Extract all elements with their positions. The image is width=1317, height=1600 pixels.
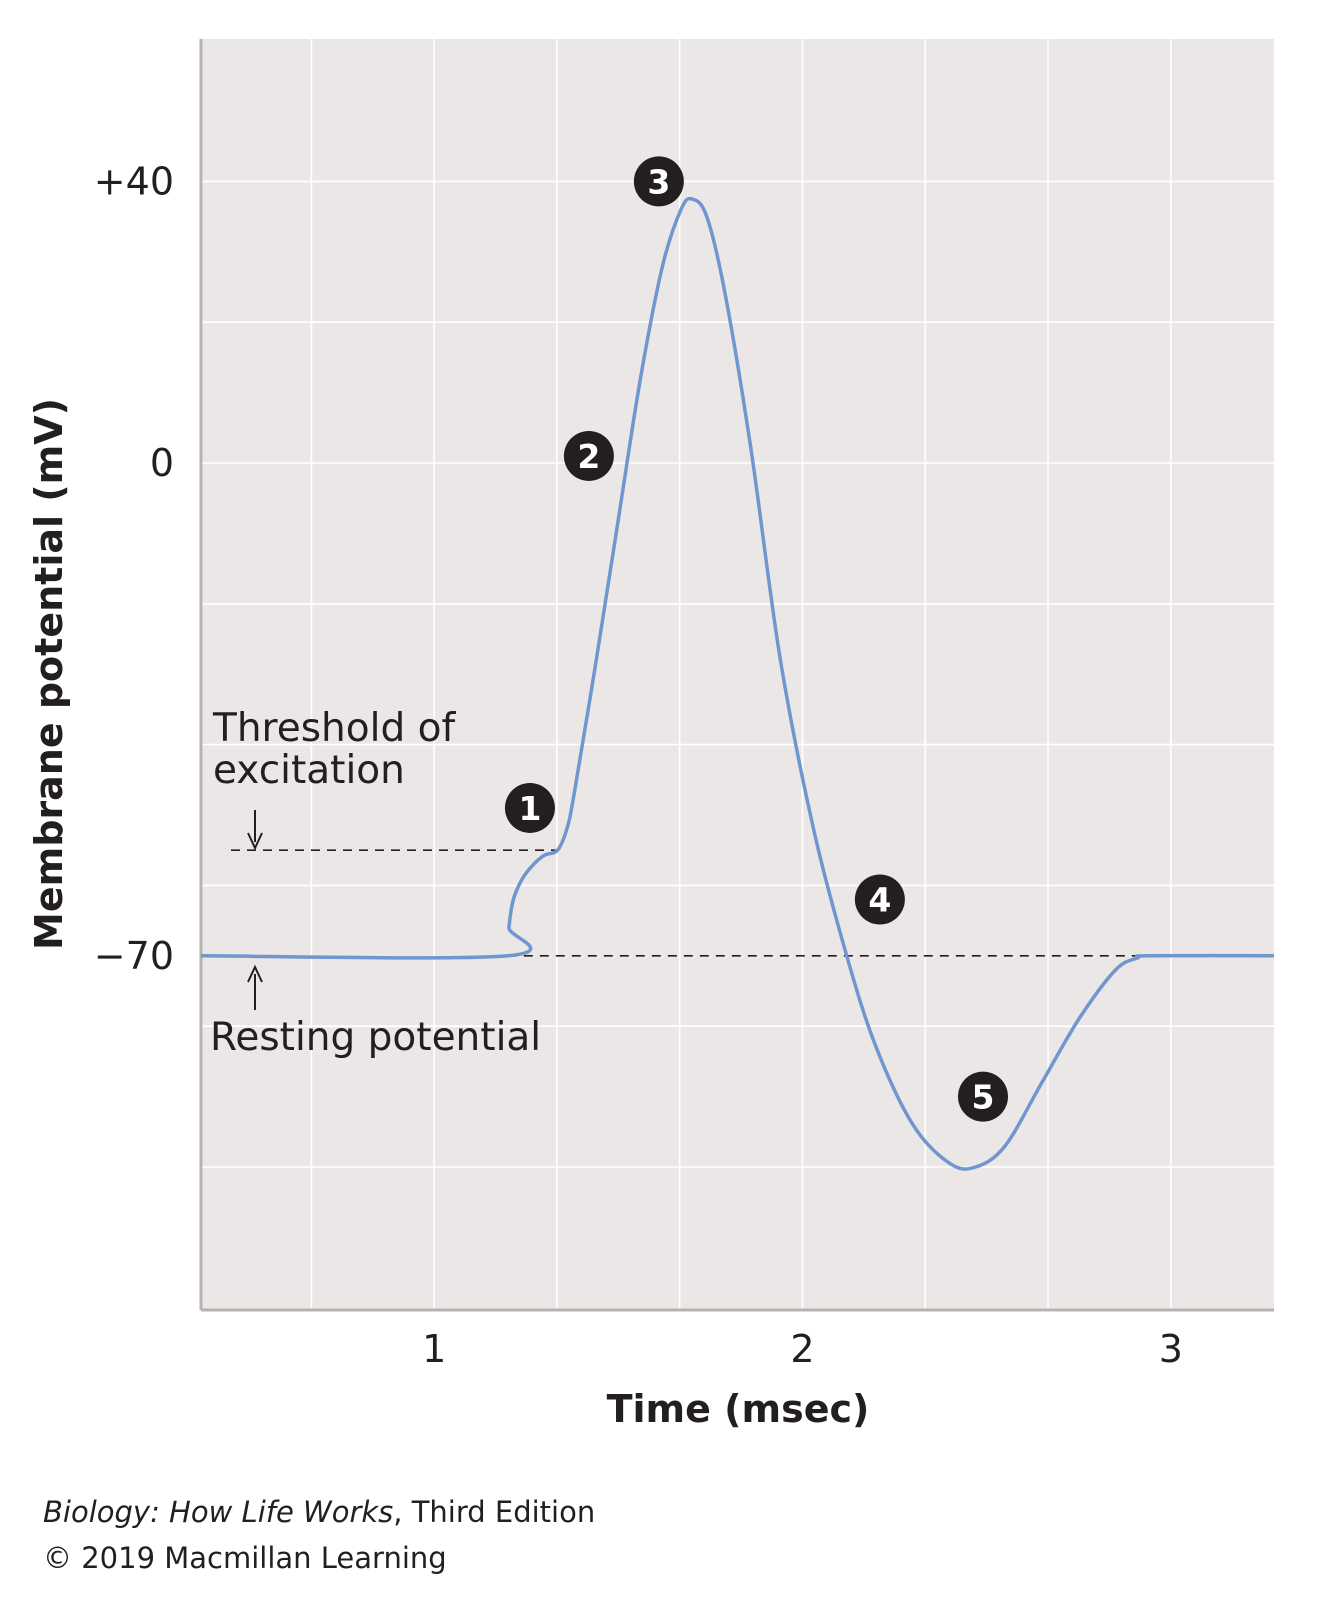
marker-circle bbox=[958, 1071, 1009, 1122]
marker-number: 3 bbox=[647, 162, 670, 201]
resting-arrow-icon bbox=[247, 964, 263, 1010]
x-tick-label: 1 bbox=[422, 1327, 446, 1371]
threshold-arrow-icon bbox=[247, 810, 263, 851]
marker-number: 2 bbox=[577, 437, 600, 476]
step-markers: 1 2 3 4 5 bbox=[504, 156, 1009, 1122]
step-marker-3: 3 bbox=[633, 156, 684, 207]
marker-number: 1 bbox=[518, 789, 541, 828]
marker-circle bbox=[563, 430, 614, 481]
threshold-label-line1: Threshold of bbox=[212, 706, 456, 751]
x-axis-title: Time (msec) bbox=[607, 1387, 870, 1431]
threshold-label-line2: excitation bbox=[213, 748, 405, 793]
step-marker-1: 1 bbox=[504, 782, 555, 833]
membrane-potential-line bbox=[200, 196, 1275, 1171]
y-tick-label: −70 bbox=[94, 934, 174, 978]
book-title: Biology: How Life Works bbox=[43, 1495, 394, 1529]
credit-line-1: Biology: How Life Works, Third Edition bbox=[43, 1498, 595, 1527]
marker-number: 4 bbox=[868, 880, 891, 919]
resting-label: Resting potential bbox=[210, 1015, 541, 1060]
y-tick-labels: +40 0 −70 bbox=[94, 159, 174, 977]
step-marker-2: 2 bbox=[563, 430, 614, 481]
y-axis-title: Membrane potential (mV) bbox=[27, 398, 71, 950]
x-tick-labels: 1 2 3 bbox=[422, 1327, 1183, 1371]
marker-circle bbox=[633, 156, 684, 207]
marker-number: 5 bbox=[972, 1078, 995, 1117]
step-marker-5: 5 bbox=[958, 1071, 1009, 1122]
x-tick-label: 3 bbox=[1159, 1327, 1183, 1371]
copyright: © 2019 Macmillan Learning bbox=[43, 1541, 447, 1575]
marker-circle bbox=[504, 782, 555, 833]
y-tick-label: +40 bbox=[94, 159, 174, 203]
grid bbox=[201, 39, 1274, 1310]
step-marker-4: 4 bbox=[854, 874, 905, 925]
x-tick-label: 2 bbox=[790, 1327, 814, 1371]
y-tick-label: 0 bbox=[150, 441, 174, 485]
marker-circle bbox=[854, 874, 905, 925]
plot-background bbox=[201, 39, 1274, 1310]
edition: , Third Edition bbox=[393, 1495, 596, 1529]
